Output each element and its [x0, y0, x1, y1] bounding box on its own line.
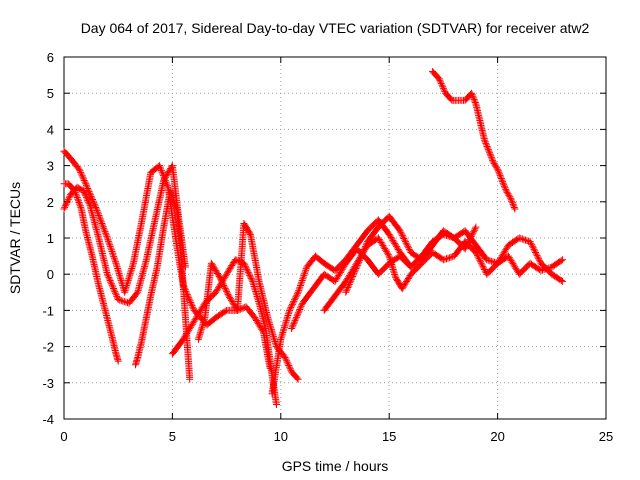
y-tick-label: 2: [47, 195, 54, 210]
series-markers: [132, 187, 194, 383]
y-tick-labels: -4 -3 -2 -1 0 1 2 3 4 5 6: [42, 50, 54, 427]
y-tick-label: 3: [47, 159, 54, 174]
y-tick-label: -2: [42, 340, 54, 355]
x-tick-label: 10: [274, 429, 288, 444]
y-tick-label: 1: [47, 231, 54, 246]
x-tick-label: 0: [60, 429, 67, 444]
x-tick-label: 15: [382, 429, 396, 444]
y-tick-label: 5: [47, 86, 54, 101]
x-tick-labels: 0 5 10 15 20 25: [60, 429, 613, 444]
x-tick-label: 20: [490, 429, 504, 444]
x-tick-label: 5: [169, 429, 176, 444]
chart-title: Day 064 of 2017, Sidereal Day-to-day VTE…: [81, 20, 590, 36]
y-tick-label: 6: [47, 50, 54, 65]
series-4: [132, 187, 194, 383]
x-tick-label: 25: [599, 429, 613, 444]
y-tick-label: 0: [47, 267, 54, 282]
series-2: [60, 180, 122, 365]
series-6: [194, 220, 302, 383]
series-markers: [429, 68, 519, 213]
axis-ticks: [63, 56, 607, 420]
series-markers: [194, 220, 302, 383]
series-markers: [320, 234, 567, 314]
y-tick-label: -3: [42, 376, 54, 391]
x-axis-label: GPS time / hours: [282, 458, 389, 474]
grid-lines: [64, 57, 606, 419]
y-tick-label: -4: [42, 412, 54, 427]
series-10: [342, 212, 480, 296]
y-tick-label: 4: [47, 122, 54, 137]
series-11: [429, 68, 519, 213]
data-points: [60, 68, 567, 408]
series-9: [320, 234, 567, 314]
series-markers: [60, 180, 122, 365]
series-markers: [342, 212, 480, 296]
y-axis-label: SDTVAR / TECUs: [7, 182, 23, 294]
y-tick-label: -1: [42, 303, 54, 318]
